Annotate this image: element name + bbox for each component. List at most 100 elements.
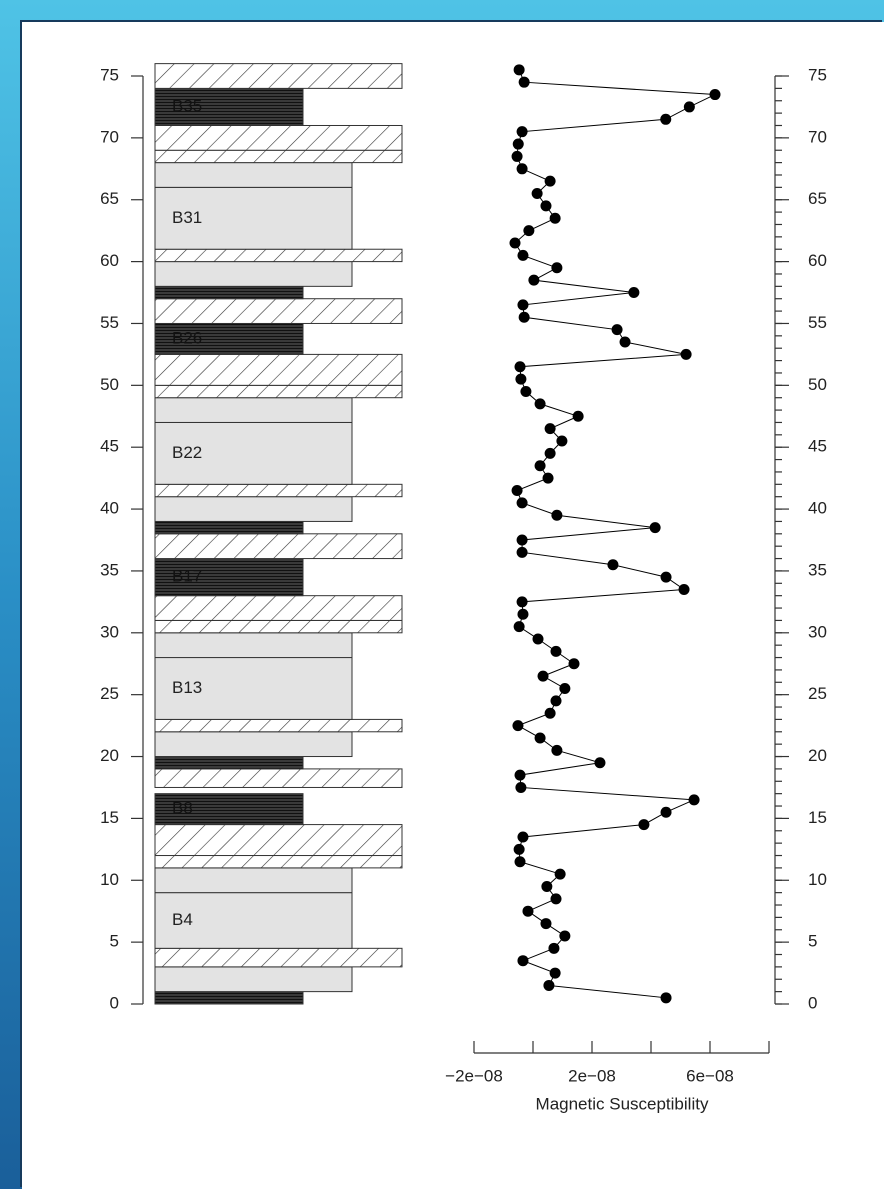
data-point [681, 349, 692, 360]
layer [155, 992, 303, 1004]
data-point [538, 671, 549, 682]
layer-label: B4 [172, 910, 193, 929]
data-point [710, 89, 721, 100]
y-tick-label: 35 [100, 560, 119, 579]
y2-tick-label: 50 [808, 375, 827, 394]
data-point [551, 745, 562, 756]
data-point [661, 992, 672, 1003]
y2-tick-label: 20 [808, 746, 827, 765]
data-point [612, 324, 623, 335]
layer [155, 398, 352, 423]
data-point [515, 782, 526, 793]
data-point [517, 831, 528, 842]
data-point [513, 139, 524, 150]
data-point [551, 695, 562, 706]
y2-tick-label: 10 [808, 870, 827, 889]
layer [155, 534, 402, 559]
layer-label: B22 [172, 443, 202, 462]
x-axis-title: Magnetic Susceptibility [536, 1094, 709, 1113]
data-point [535, 398, 546, 409]
layer [155, 150, 402, 162]
layer-label: B8 [172, 799, 193, 818]
data-point [517, 126, 528, 137]
y2-tick-label: 0 [808, 993, 817, 1012]
data-point [512, 485, 523, 496]
data-point [510, 238, 521, 249]
y2-tick-label: 60 [808, 251, 827, 270]
data-point [515, 374, 526, 385]
data-point [573, 411, 584, 422]
layer-label: B13 [172, 678, 202, 697]
y-tick-label: 65 [100, 189, 119, 208]
data-point [517, 497, 528, 508]
data-point [515, 856, 526, 867]
layer [155, 757, 303, 769]
data-point [551, 646, 562, 657]
data-point [551, 262, 562, 273]
y-tick-label: 70 [100, 127, 119, 146]
layer [155, 64, 402, 89]
layer [155, 620, 402, 632]
y-tick-label: 5 [110, 932, 119, 951]
y2-tick-label: 35 [808, 560, 827, 579]
layer [155, 497, 352, 522]
data-point [517, 250, 528, 261]
data-point [594, 757, 605, 768]
data-point [569, 658, 580, 669]
layer [155, 948, 402, 967]
layer [155, 286, 303, 298]
data-point [545, 708, 556, 719]
data-point [661, 572, 672, 583]
y2-tick-label: 65 [808, 189, 827, 208]
data-point [515, 770, 526, 781]
data-point [514, 621, 525, 632]
data-point [517, 299, 528, 310]
y2-tick-label: 40 [808, 499, 827, 518]
y-tick-label: 15 [100, 808, 119, 827]
data-point [679, 584, 690, 595]
y2-tick-label: 30 [808, 622, 827, 641]
y-tick-label: 55 [100, 313, 119, 332]
data-point [532, 188, 543, 199]
y2-tick-label: 70 [808, 127, 827, 146]
y2-tick-label: 15 [808, 808, 827, 827]
data-point [543, 473, 554, 484]
data-point [628, 287, 639, 298]
data-point [607, 559, 618, 570]
layer [155, 732, 352, 757]
y2-tick-label: 55 [808, 313, 827, 332]
data-point [545, 176, 556, 187]
data-point [523, 225, 534, 236]
layer [155, 633, 352, 658]
layer [155, 521, 303, 533]
data-point [512, 151, 523, 162]
y-tick-label: 45 [100, 437, 119, 456]
data-point [650, 522, 661, 533]
layer-label: B26 [172, 328, 202, 347]
data-point [540, 200, 551, 211]
layer [155, 163, 352, 188]
x-tick-label: 2e−08 [568, 1066, 616, 1085]
data-point [559, 683, 570, 694]
data-point [660, 114, 671, 125]
data-point [517, 163, 528, 174]
layer [155, 719, 402, 731]
y2-tick-label: 5 [808, 932, 817, 951]
layer [155, 825, 402, 856]
data-point [517, 547, 528, 558]
data-point [661, 807, 672, 818]
data-point [541, 881, 552, 892]
data-point [684, 101, 695, 112]
layer [155, 484, 402, 496]
layer [155, 249, 402, 261]
data-point [514, 64, 525, 75]
layer-label: B31 [172, 208, 202, 227]
data-point [555, 869, 566, 880]
data-point [519, 312, 530, 323]
data-point [535, 460, 546, 471]
layer-label: B35 [172, 96, 202, 115]
layer [155, 125, 402, 150]
layer [155, 354, 402, 385]
data-point [551, 510, 562, 521]
data-point [548, 943, 559, 954]
